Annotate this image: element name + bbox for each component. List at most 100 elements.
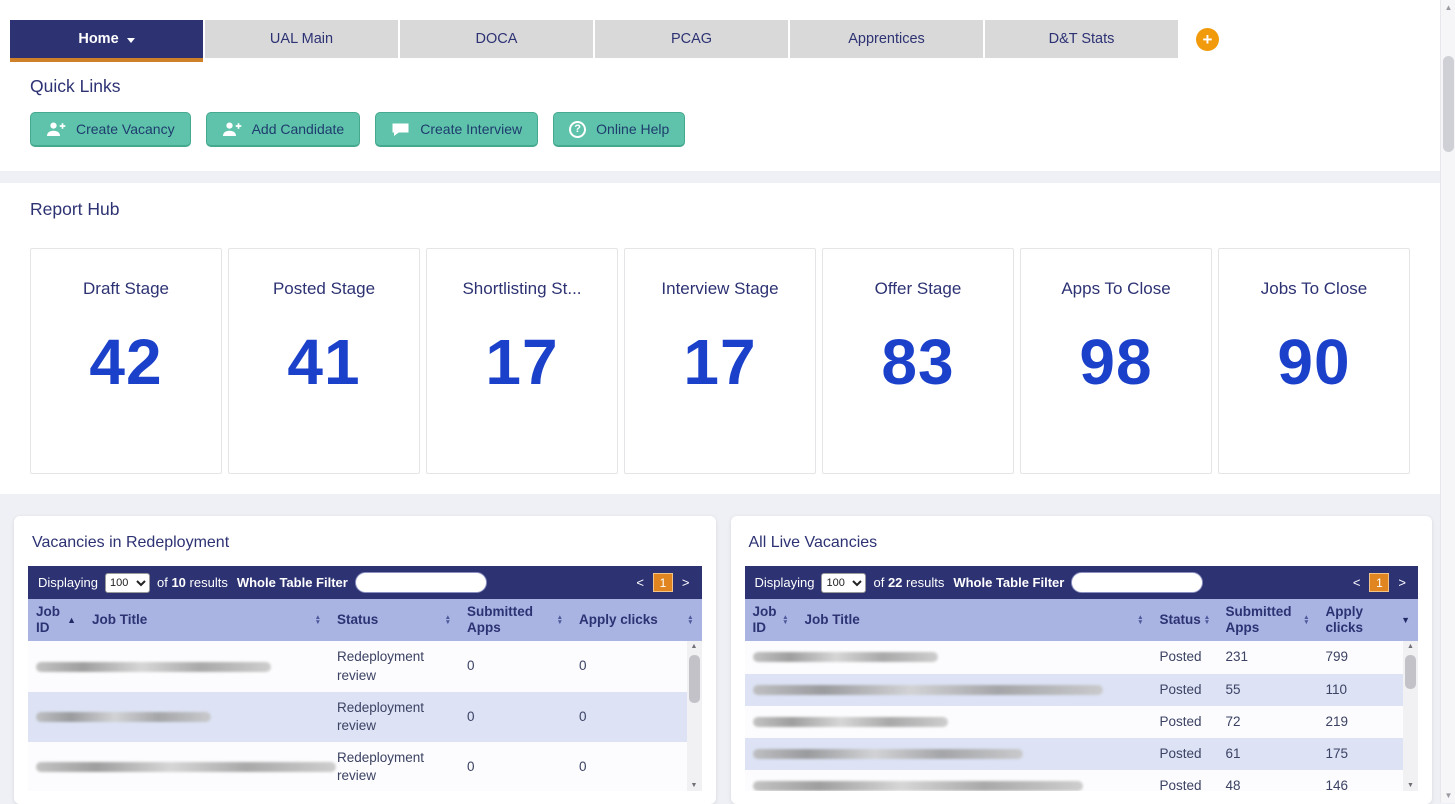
column-header-status[interactable]: Status ▲ ▼ (329, 599, 459, 642)
next-page-button[interactable]: > (681, 575, 690, 590)
tab-label: DOCA (475, 31, 518, 47)
sort-icon[interactable]: ▲ ▼ (444, 613, 451, 627)
status-cell: Redeployment review (337, 699, 425, 734)
tab-pcag[interactable]: PCAG (595, 20, 788, 58)
page-scrollbar[interactable]: ▲ ▼ (1440, 0, 1455, 803)
add-candidate-icon (222, 121, 242, 137)
scroll-down-icon[interactable]: ▼ (1444, 791, 1453, 800)
add-candidate-button[interactable]: Add Candidate (205, 112, 361, 147)
page-size-select[interactable]: 100 (104, 572, 150, 593)
report-card-apps-to-close[interactable]: Apps To Close 98 (1020, 248, 1212, 474)
sort-icon[interactable]: ▲ ▼ (1203, 613, 1211, 627)
scroll-up-icon[interactable]: ▲ (690, 643, 698, 651)
create-vacancy-icon (46, 121, 66, 137)
column-label: Apply clicks (579, 612, 658, 628)
sort-icon[interactable]: ▲ ▼ (687, 613, 694, 627)
column-label: Status (337, 612, 379, 628)
table-body: Redeployment review 0 0 Redeployment review… (28, 641, 702, 792)
column-label: Job ID (36, 604, 61, 636)
column-header-job-id[interactable]: Job ID ▲ (28, 599, 84, 642)
table-row[interactable]: Posted 231 799 (744, 641, 1403, 674)
report-card-offer-stage[interactable]: Offer Stage 83 (822, 248, 1014, 474)
table-row[interactable]: Posted 61 175 (744, 738, 1403, 771)
sort-icon[interactable]: ▲ ▼ (1137, 613, 1144, 627)
create-interview-icon (391, 122, 410, 137)
table-filter-input[interactable] (1071, 572, 1204, 593)
report-hub-section: Report Hub Draft Stage 42 Posted Stage 41 Sh… (0, 183, 1440, 494)
sort-icon[interactable]: ▲ ▼ (314, 613, 321, 627)
sort-icon[interactable]: ▲ ▼ (782, 613, 789, 627)
table-row[interactable]: Redeployment review 0 0 (28, 742, 687, 792)
scroll-up-icon[interactable]: ▲ (1407, 643, 1414, 651)
column-label: Apply clicks (1325, 604, 1364, 636)
current-page-button[interactable]: 1 (1369, 573, 1390, 592)
prev-page-button[interactable]: < (636, 575, 644, 590)
apply-clicks-cell: 0 (579, 658, 587, 674)
report-card-title: Shortlisting St... (462, 279, 582, 298)
table-header: Job ID ▲ Job Title ▲ ▼ Status ▲ ▼ Submitted Apps… (28, 599, 702, 642)
next-page-button[interactable]: > (1398, 575, 1406, 590)
report-card-shortlisting-st[interactable]: Shortlisting St... 17 (426, 248, 618, 474)
plus-icon: + (1202, 30, 1213, 49)
tab-d-t-stats[interactable]: D&T Stats (985, 20, 1178, 58)
report-card-title: Jobs To Close (1260, 279, 1368, 298)
column-header-apply-clicks[interactable]: Apply clicks ▲ ▼ (571, 599, 702, 642)
column-header-apply-clicks[interactable]: Apply clicks ▼ (1317, 599, 1418, 642)
scroll-up-icon[interactable]: ▲ (1444, 3, 1453, 12)
column-header-submitted-apps[interactable]: Submitted Apps ▲ ▼ (459, 599, 571, 642)
tab-doca[interactable]: DOCA (400, 20, 593, 58)
button-label: Create Interview (420, 121, 523, 137)
table-scrollbar[interactable]: ▲ ▼ (686, 641, 702, 792)
sort-asc-icon[interactable]: ▲ (67, 614, 76, 625)
create-vacancy-button[interactable]: Create Vacancy (30, 112, 191, 147)
prev-page-button[interactable]: < (1352, 575, 1361, 590)
report-card-value: 98 (1079, 326, 1153, 398)
online-help-icon: ? (569, 120, 587, 138)
tab-label: Home (78, 31, 119, 47)
column-header-job-title[interactable]: Job Title ▲ ▼ (84, 599, 329, 642)
sort-icon[interactable]: ▲ ▼ (556, 613, 563, 627)
scrollbar-thumb[interactable] (1405, 655, 1416, 690)
add-tab-button[interactable]: + (1196, 28, 1219, 51)
report-card-jobs-to-close[interactable]: Jobs To Close 90 (1218, 248, 1410, 474)
column-header-job-title[interactable]: Job Title ▲ ▼ (796, 599, 1152, 642)
column-header-job-id[interactable]: Job ID ▲ ▼ (744, 599, 797, 642)
column-header-status[interactable]: Status ▲ ▼ (1151, 599, 1218, 642)
scroll-down-icon[interactable]: ▼ (690, 782, 698, 790)
sort-icon[interactable]: ▲ ▼ (1303, 613, 1310, 627)
report-card-value: 17 (683, 326, 757, 398)
table-scrollbar[interactable]: ▲ ▼ (1403, 641, 1418, 792)
table-row[interactable]: Posted 72 219 (744, 705, 1403, 739)
table-filter-input[interactable] (354, 572, 487, 593)
page-size-select[interactable]: 100 (821, 572, 867, 593)
redacted-job-title (752, 684, 1103, 695)
tab-ual-main[interactable]: UAL Main (205, 20, 398, 58)
online-help-button[interactable]: ? Online Help (553, 112, 686, 147)
table-row[interactable]: Posted 55 110 (744, 673, 1403, 706)
create-interview-button[interactable]: Create Interview (375, 112, 539, 147)
table-row[interactable]: Redeployment review 0 0 (28, 641, 687, 692)
table-row[interactable]: Redeployment review 0 0 (28, 691, 687, 743)
apply-clicks-cell: 110 (1325, 681, 1348, 697)
current-page-button[interactable]: 1 (652, 573, 673, 592)
table-row[interactable]: Posted 48 146 (744, 770, 1403, 792)
report-card-posted-stage[interactable]: Posted Stage 41 (228, 248, 420, 474)
column-label: Job Title (804, 612, 860, 628)
tab-label: D&T Stats (1048, 31, 1115, 47)
submitted-apps-cell: 55 (1225, 681, 1241, 697)
tab-label: UAL Main (269, 31, 334, 47)
report-card-title: Draft Stage (83, 279, 169, 298)
report-card-interview-stage[interactable]: Interview Stage 17 (624, 248, 816, 474)
sort-desc-icon[interactable]: ▼ (1401, 614, 1410, 625)
column-header-submitted-apps[interactable]: Submitted Apps ▲ ▼ (1217, 599, 1318, 642)
quick-links-title: Quick Links (30, 76, 121, 96)
quick-links-section: Quick Links Create Vacancy Add Candidate C… (0, 62, 1440, 171)
tab-apprentices[interactable]: Apprentices (790, 20, 983, 58)
report-card-draft-stage[interactable]: Draft Stage 42 (30, 248, 222, 474)
scroll-down-icon[interactable]: ▼ (1407, 782, 1414, 790)
scrollbar-thumb[interactable] (688, 655, 700, 704)
results-summary: of 22 results (873, 575, 945, 590)
page-scrollbar-thumb[interactable] (1443, 56, 1454, 152)
tab-home[interactable]: Home (10, 20, 203, 62)
